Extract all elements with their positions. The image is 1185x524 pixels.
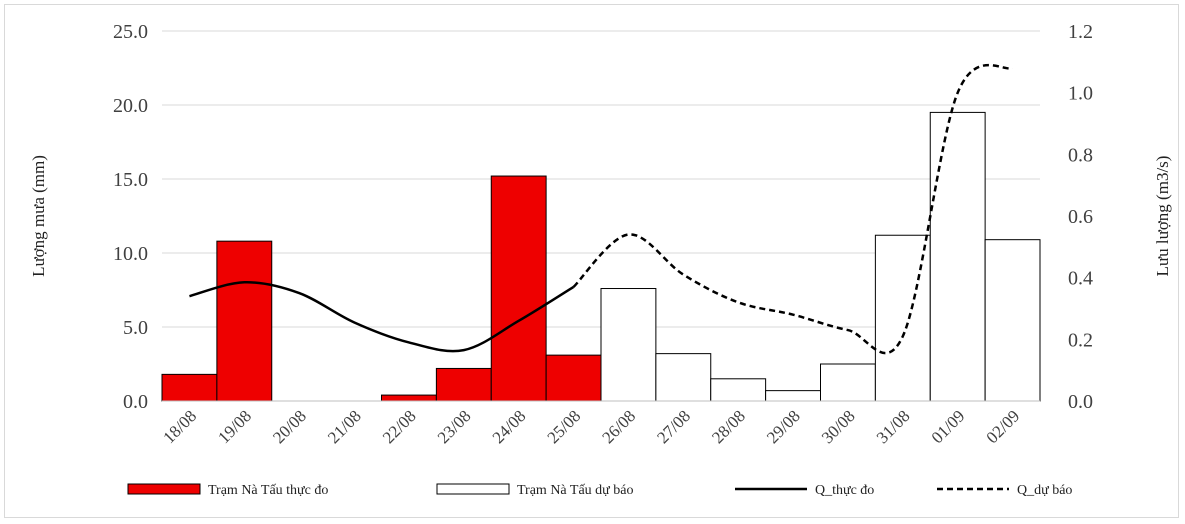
y-tick-label-right: 0.4 <box>1068 268 1093 290</box>
x-tick-label: 02/09 <box>983 406 1024 447</box>
forecast-discharge-line <box>572 63 1014 355</box>
y-tick-label-left: 25.0 <box>113 21 148 43</box>
x-tick-label: 24/08 <box>489 406 530 447</box>
x-tick-label: 25/08 <box>544 406 585 447</box>
x-tick-label: 22/08 <box>379 406 420 447</box>
legend-label: Trạm Nà Tấu dự báo <box>517 483 633 498</box>
bar-forecast <box>710 378 767 402</box>
x-tick-label: 23/08 <box>434 406 475 447</box>
y-tick-label-left: 10.0 <box>113 243 148 265</box>
bar-observed <box>161 373 218 402</box>
x-tick-label: 19/08 <box>214 406 255 447</box>
y-tick-label-right: 0.6 <box>1068 206 1093 228</box>
bar-forecast <box>929 111 986 402</box>
y-tick-label-right: 0.2 <box>1068 329 1093 351</box>
y-tick-label-right: 1.2 <box>1068 21 1093 43</box>
y-tick-label-left: 5.0 <box>123 317 148 339</box>
x-tick-label: 30/08 <box>818 406 859 447</box>
y-tick-label-right: 1.0 <box>1068 83 1093 105</box>
y-tick-label-right: 0.8 <box>1068 144 1093 166</box>
y-tick-label-left: 20.0 <box>113 95 148 117</box>
bar-observed <box>545 354 602 402</box>
y-tick-label-left: 0.0 <box>123 391 148 413</box>
bar-observed <box>216 240 273 402</box>
y-tick-label-left: 15.0 <box>113 169 148 191</box>
legend-label: Trạm Nà Tấu thực đo <box>208 483 328 498</box>
observed-discharge-line <box>189 281 575 353</box>
bar-observed <box>381 394 437 402</box>
bar-forecast <box>820 363 876 402</box>
x-tick-label: 27/08 <box>653 406 694 447</box>
y-axis-title-left: Lượng mưa (mm) <box>29 155 48 277</box>
legend-swatch-forecast <box>436 483 510 495</box>
x-tick-label: 31/08 <box>873 406 914 447</box>
y-tick-label-right: 0.0 <box>1068 391 1093 413</box>
bar-forecast <box>655 353 712 402</box>
legend-label: Q_dự báo <box>1017 483 1072 498</box>
x-tick-label: 26/08 <box>598 406 639 447</box>
bar-forecast <box>600 288 657 402</box>
x-tick-label: 20/08 <box>269 406 310 447</box>
bar-forecast <box>984 239 1041 402</box>
x-tick-label: 01/09 <box>928 406 969 447</box>
x-tick-label: 29/08 <box>763 406 804 447</box>
legend-swatch-observed <box>127 483 201 495</box>
y-axis-title-right: Lưu lượng (m3/s) <box>1153 156 1172 277</box>
x-tick-label: 18/08 <box>159 406 200 447</box>
legend-label: Q_thực đo <box>815 483 874 498</box>
x-tick-label: 21/08 <box>324 406 365 447</box>
bar-observed <box>490 175 547 402</box>
x-tick-label: 28/08 <box>708 406 749 447</box>
bar-observed <box>435 367 492 402</box>
bar-forecast <box>765 390 821 402</box>
